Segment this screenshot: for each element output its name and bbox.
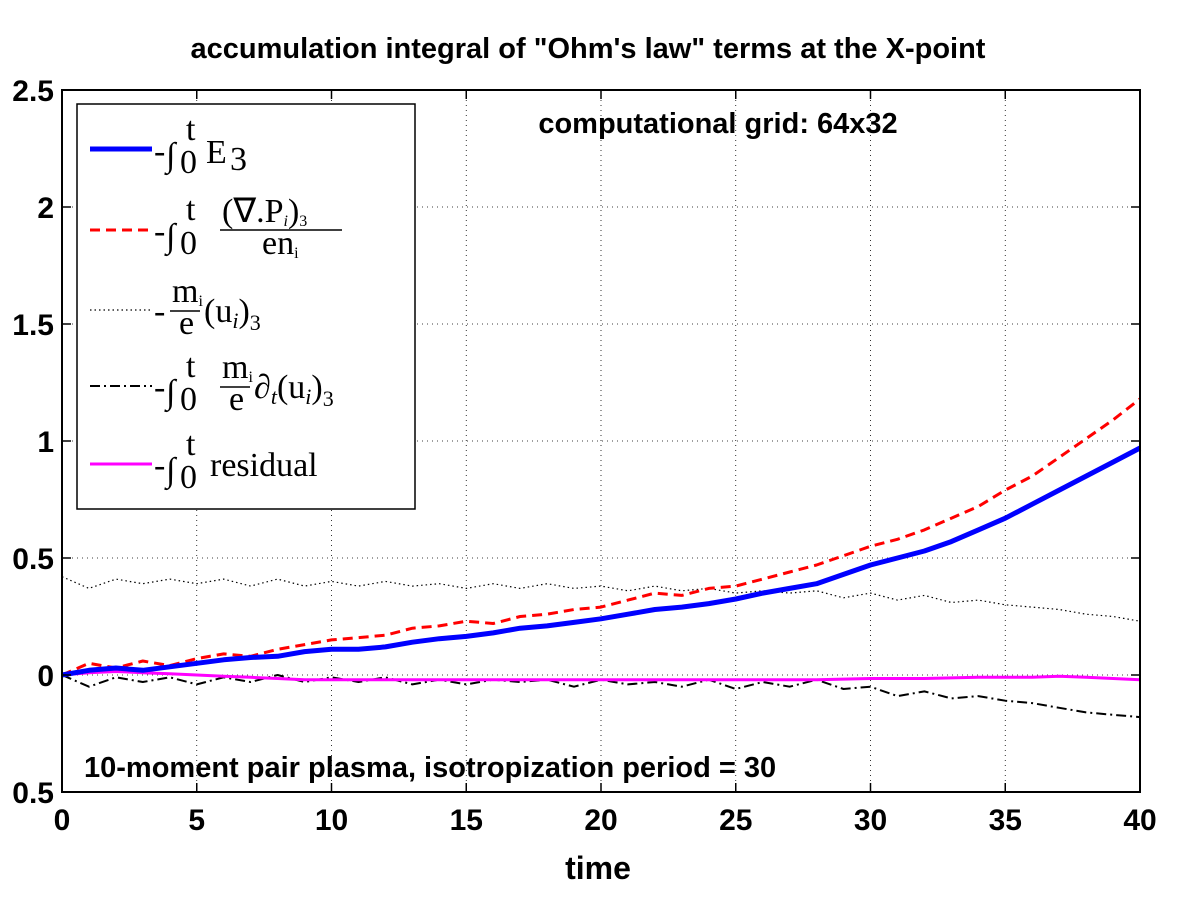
y-tick-label: 2: [37, 192, 54, 225]
integral-lower-limit: 0: [180, 381, 197, 418]
x-tick-label: 5: [188, 804, 205, 837]
legend-body: residual: [210, 447, 318, 484]
legend-prefix: -: [154, 213, 165, 250]
legend-entry-velocity: - mi e (ui)3: [154, 273, 261, 342]
legend-entry-inertia: - ∫ t 0 mi e ∂t(ui)3: [154, 348, 334, 418]
y-tick-label: 0: [37, 660, 54, 693]
fraction-denominator: eni: [262, 225, 299, 262]
legend-body: ∂t(ui)3: [254, 369, 334, 411]
legend: - ∫ t 0 E 3 - ∫ t 0 (∇.Pi)3 eni - mi e (…: [76, 103, 416, 510]
series-line-4: [61, 670, 1141, 682]
x-tick-label: 30: [854, 804, 887, 837]
y-tick-label: 1: [37, 426, 54, 459]
series-line-2: [61, 576, 1141, 622]
fraction-denominator: e: [229, 381, 244, 418]
integral-upper-limit: t: [186, 426, 196, 463]
fraction-numerator: mi: [222, 349, 253, 386]
x-tick-label: 40: [1123, 804, 1156, 837]
y-tick-label: 0.5: [12, 543, 54, 576]
y-tick-label: 0.5: [12, 777, 54, 810]
chart-title: accumulation integral of "Ohm's law" ter…: [191, 33, 986, 65]
legend-entry-residual: - ∫ t 0 residual: [154, 426, 318, 496]
integral-lower-limit: 0: [180, 225, 197, 262]
integral-symbol: ∫: [164, 374, 178, 413]
fraction-numerator: (∇.Pi)3: [222, 193, 307, 230]
legend-prefix: -: [154, 133, 165, 170]
integral-symbol: ∫: [164, 137, 178, 176]
series-line-3: [61, 674, 1141, 719]
legend-prefix: -: [154, 369, 165, 406]
x-tick-label: 25: [719, 804, 752, 837]
x-axis-label: time: [565, 850, 631, 886]
grid-annotation: computational grid: 64x32: [538, 108, 897, 140]
x-tick-label: 20: [584, 804, 617, 837]
legend-body: E: [206, 134, 227, 171]
plasma-annotation: 10-moment pair plasma, isotropization pe…: [84, 752, 776, 784]
legend-subscript: 3: [230, 141, 247, 178]
integral-lower-limit: 0: [180, 459, 197, 496]
legend-entry-e3: - ∫ t 0 E 3: [154, 111, 247, 181]
ticks: 0 5 10 15 20 25 30 35 400.500.511.522.5: [12, 75, 1156, 837]
integral-upper-limit: t: [186, 111, 196, 148]
series-line-0: [61, 445, 1142, 678]
legend-prefix: -: [154, 447, 165, 484]
integral-symbol: ∫: [164, 218, 178, 257]
x-tick-label: 0: [54, 804, 71, 837]
x-tick-label: 35: [989, 804, 1022, 837]
fraction-numerator: mi: [172, 273, 203, 310]
integral-symbol: ∫: [164, 452, 178, 491]
legend-box: [76, 103, 416, 510]
x-tick-label: 10: [315, 804, 348, 837]
integral-lower-limit: 0: [180, 144, 197, 181]
integral-upper-limit: t: [186, 191, 196, 228]
y-tick-label: 1.5: [12, 309, 54, 342]
integral-upper-limit: t: [186, 348, 196, 385]
series-line-1: [61, 397, 1141, 677]
series-layer: [61, 397, 1142, 719]
legend-entry-pressure: - ∫ t 0 (∇.Pi)3 eni: [154, 191, 342, 262]
y-tick-label: 2.5: [12, 75, 54, 108]
x-tick-label: 15: [450, 804, 483, 837]
fraction-denominator: e: [179, 305, 194, 342]
legend-prefix: -: [154, 293, 165, 330]
legend-body: (ui)3: [204, 293, 261, 335]
